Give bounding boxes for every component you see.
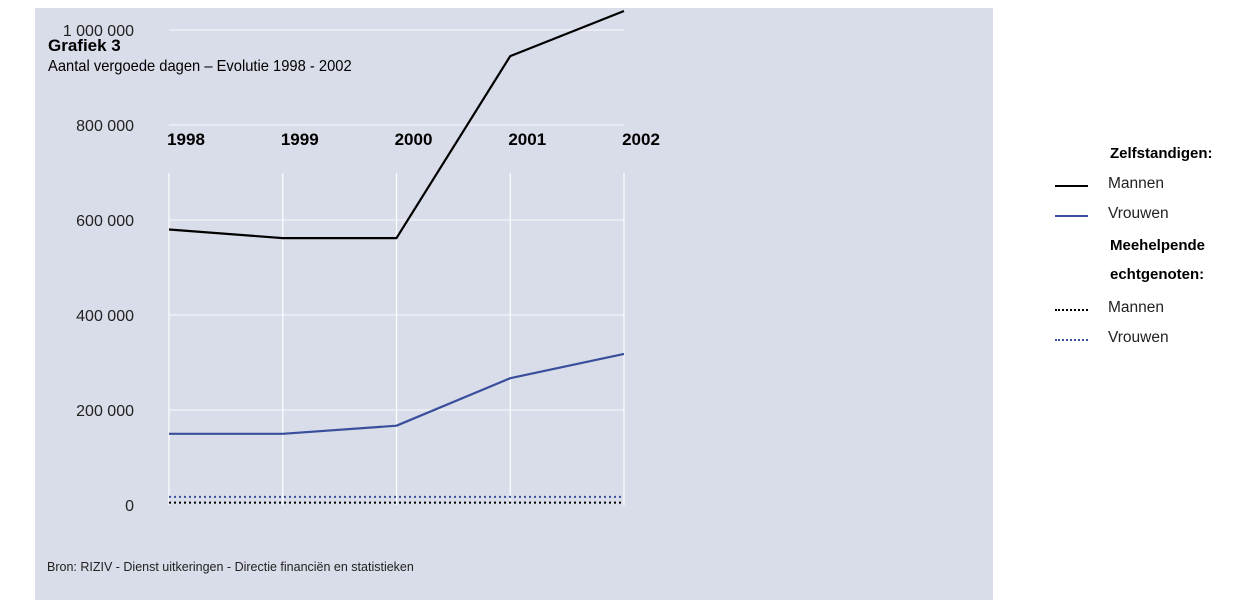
- y-tick-label: 600 000: [76, 213, 134, 230]
- legend-label: Mannen: [1108, 299, 1165, 316]
- x-tick-label: 2002: [622, 130, 660, 149]
- legend-label: Vrouwen: [1108, 329, 1169, 346]
- x-tick-label: 2000: [395, 130, 433, 149]
- series-line: [169, 352, 625, 435]
- legend-swatch: [1055, 339, 1088, 341]
- legend-heading-zelfstandigen: Zelfstandigen:: [1110, 145, 1213, 162]
- x-tick-label: 2001: [508, 130, 546, 149]
- legend-heading-echtgenoten: echtgenoten:: [1110, 266, 1205, 283]
- y-tick-label: 1 000 000: [63, 23, 134, 40]
- chart-subtitle: Aantal vergoede dagen – Evolutie 1998 - …: [48, 58, 352, 75]
- source-note: Bron: RIZIV - Dienst uitkeringen - Direc…: [47, 560, 414, 574]
- legend-swatch: [1055, 185, 1088, 187]
- chart-panel: [35, 8, 993, 600]
- legend-label: Vrouwen: [1108, 205, 1169, 222]
- x-tick-label: 1998: [167, 130, 205, 149]
- legend-swatch: [1055, 309, 1088, 311]
- y-tick-label: 0: [125, 498, 134, 515]
- y-tick-label: 200 000: [76, 403, 134, 420]
- series-line: [168, 9, 625, 240]
- legend-swatch: [1055, 215, 1088, 217]
- chart-title: Grafiek 3: [48, 36, 121, 55]
- y-tick-label: 400 000: [76, 308, 134, 325]
- y-tick-label: 800 000: [76, 118, 134, 135]
- legend-heading-meehelpende: Meehelpende: [1110, 237, 1206, 254]
- legend-label: Mannen: [1108, 175, 1165, 192]
- x-tick-label: 1999: [281, 130, 319, 149]
